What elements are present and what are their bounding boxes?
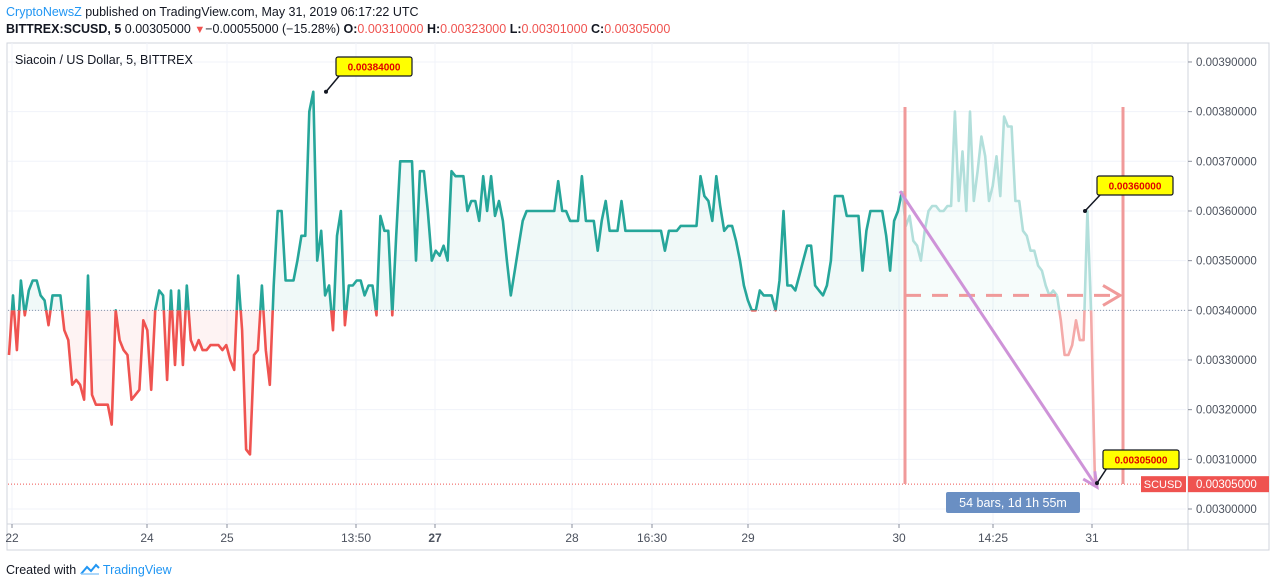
area-fills [9, 91, 1095, 485]
publish-info: CryptoNewsZ published on TradingView.com… [6, 5, 419, 19]
price-tick-label: 0.00370000 [1196, 156, 1257, 168]
footer: Created with TradingView [6, 563, 172, 577]
area-fill-down [9, 310, 902, 455]
symbol-tag-box [1141, 476, 1186, 493]
low-label: L: [509, 22, 522, 36]
ruler-label-box [946, 492, 1080, 513]
callout-label: 0.00305000 [1115, 456, 1168, 467]
time-tick-label: 28 [565, 531, 579, 545]
price-tick-label: 0.00320000 [1196, 405, 1257, 417]
ruler-label: 54 bars, 1d 1h 55m [959, 496, 1067, 510]
ohlc-header: BITTREX:SCUSD, 5 0.00305000 ▼−0.00055000… [6, 22, 670, 36]
price-tick-label: 0.00390000 [1196, 57, 1257, 69]
price-tick-label: 0.00350000 [1196, 256, 1257, 268]
trend-arrow[interactable] [898, 190, 1099, 488]
drawings[interactable]: 0.00384000 0.00360000 0.00305000 54 bars, 1… [324, 56, 1180, 513]
time-tick-label: 13:50 [341, 531, 371, 545]
arrow-head-icon [1102, 284, 1123, 307]
time-tick-label: 25 [220, 531, 234, 545]
down-triangle-icon: ▼ [194, 24, 206, 36]
chart-frame [6, 42, 1270, 551]
price-line-up [900, 110, 1059, 297]
time-tick-label: 14:25 [978, 531, 1008, 545]
time-tick-label: 24 [140, 531, 154, 545]
symbol-tag: SCUSD [1144, 479, 1183, 491]
open-label: O: [343, 22, 358, 36]
close-value: 0.00305000 [604, 22, 671, 36]
callout-box[interactable] [1096, 175, 1174, 196]
tradingview-link[interactable]: TradingView [102, 563, 172, 577]
price-tick-label: 0.00300000 [1196, 504, 1257, 516]
price-lines [7, 90, 1097, 485]
time-tick-label: 29 [741, 531, 755, 545]
symbol-label: BITTREX:SCUSD, 5 [6, 22, 122, 36]
callout-box[interactable] [1102, 449, 1180, 470]
callout-box[interactable] [335, 56, 413, 77]
price-line-up [10, 90, 904, 311]
tradingview-logo-icon [79, 563, 100, 575]
chart-title: Siacoin / US Dollar, 5, BITTREX [15, 53, 194, 67]
price-tick-label: 0.00340000 [1196, 305, 1257, 317]
area-fill-up [9, 91, 902, 311]
price-tick-label: 0.00360000 [1196, 206, 1257, 218]
callout-anchor [1095, 481, 1099, 486]
area-fill-up [902, 111, 1057, 311]
callout-label: 0.00360000 [1109, 182, 1162, 193]
high-label: H: [426, 22, 441, 36]
last-price-label: 0.00305000 [1196, 479, 1257, 491]
price-tick-label: 0.00330000 [1196, 355, 1257, 367]
time-tick-label: 31 [1085, 531, 1099, 545]
time-tick-label: 27 [428, 531, 442, 545]
trend-arrow-head-icon [1082, 471, 1099, 491]
callout-label: 0.00384000 [348, 63, 401, 74]
callout-pointer [325, 74, 341, 93]
open-value: 0.00310000 [357, 22, 424, 36]
callout-anchor [324, 89, 328, 94]
author-link[interactable]: CryptoNewsZ [6, 5, 82, 19]
price-tick-label: 0.00380000 [1196, 107, 1257, 119]
created-with-label: Created with [6, 563, 77, 577]
time-axis[interactable]: 22 24 25 13:50 27 28 16:30 29 30 14:25 31 [5, 524, 1099, 545]
time-tick-label: 16:30 [637, 531, 667, 545]
time-tick-label: 30 [892, 531, 906, 545]
callout-anchor [1083, 208, 1087, 213]
high-value: 0.00323000 [440, 22, 507, 36]
last-price: 0.00305000 [124, 22, 191, 36]
low-value: 0.00301000 [521, 22, 588, 36]
callout-pointer [1096, 467, 1108, 484]
published-text: published on TradingView.com, May 31, 20… [85, 5, 419, 19]
callout-pointer [1084, 193, 1102, 212]
change-value: −0.00055000 (−15.28%) [205, 22, 341, 36]
time-tick-label: 22 [5, 531, 19, 545]
last-price-box [1188, 476, 1269, 493]
grid [8, 43, 1186, 524]
close-label: C: [591, 22, 605, 36]
price-line-up [1055, 209, 1093, 311]
price-line-down [1057, 310, 1097, 485]
price-tick-label: 0.00310000 [1196, 454, 1257, 466]
price-axis[interactable]: 0.00300000 0.00310000 0.00320000 0.00330000… [1141, 57, 1269, 516]
